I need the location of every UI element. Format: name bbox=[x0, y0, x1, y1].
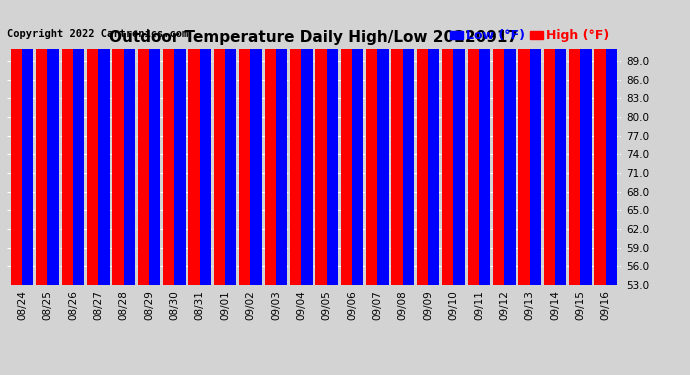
Bar bbox=[366, 0, 377, 285]
Bar bbox=[22, 0, 33, 285]
Bar bbox=[48, 0, 59, 285]
Bar bbox=[87, 0, 99, 285]
Bar bbox=[214, 0, 225, 285]
Bar bbox=[326, 0, 338, 285]
Bar bbox=[225, 0, 237, 285]
Bar bbox=[391, 0, 403, 285]
Bar bbox=[555, 0, 566, 285]
Bar bbox=[580, 0, 592, 285]
Bar bbox=[175, 0, 186, 285]
Bar bbox=[315, 0, 327, 285]
Bar bbox=[138, 0, 149, 285]
Bar bbox=[453, 0, 465, 285]
Bar bbox=[529, 0, 541, 285]
Bar bbox=[341, 0, 352, 285]
Bar bbox=[98, 0, 110, 285]
Bar bbox=[544, 0, 555, 285]
Bar bbox=[11, 0, 22, 285]
Bar bbox=[250, 0, 262, 285]
Bar bbox=[377, 0, 388, 285]
Bar bbox=[606, 0, 617, 285]
Bar bbox=[442, 0, 453, 285]
Bar bbox=[479, 0, 490, 285]
Bar bbox=[188, 0, 200, 285]
Bar bbox=[124, 0, 135, 285]
Bar bbox=[72, 0, 84, 285]
Bar bbox=[61, 0, 73, 285]
Bar bbox=[301, 0, 313, 285]
Bar bbox=[595, 0, 606, 285]
Bar bbox=[352, 0, 364, 285]
Bar bbox=[403, 0, 414, 285]
Bar bbox=[468, 0, 479, 285]
Bar bbox=[239, 0, 250, 285]
Legend: Low (°F), High (°F): Low (°F), High (°F) bbox=[445, 24, 615, 47]
Title: Outdoor Temperature Daily High/Low 20220917: Outdoor Temperature Daily High/Low 20220… bbox=[110, 30, 518, 45]
Bar bbox=[199, 0, 211, 285]
Bar bbox=[276, 0, 287, 285]
Text: Copyright 2022 Cartronics.com: Copyright 2022 Cartronics.com bbox=[7, 29, 188, 39]
Bar bbox=[493, 0, 504, 285]
Bar bbox=[417, 0, 428, 285]
Bar bbox=[428, 0, 440, 285]
Bar bbox=[504, 0, 515, 285]
Bar bbox=[149, 0, 160, 285]
Bar bbox=[112, 0, 124, 285]
Bar bbox=[36, 0, 48, 285]
Bar bbox=[264, 0, 276, 285]
Bar bbox=[569, 0, 580, 285]
Bar bbox=[290, 0, 302, 285]
Bar bbox=[163, 0, 175, 285]
Bar bbox=[518, 0, 530, 285]
